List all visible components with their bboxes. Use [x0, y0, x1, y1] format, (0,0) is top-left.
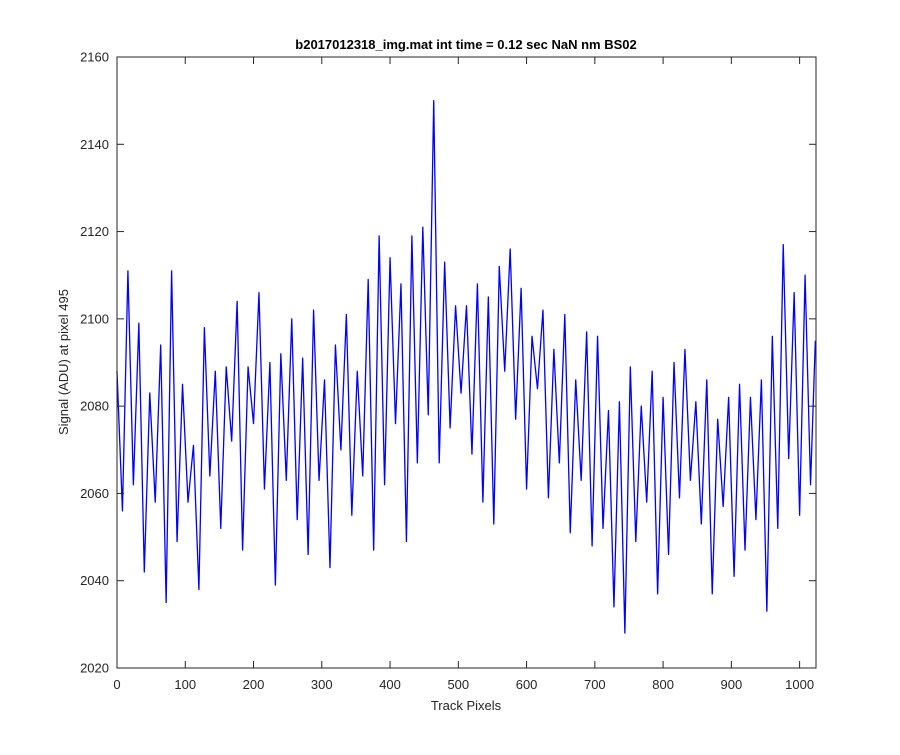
x-tick-label: 400: [379, 677, 401, 692]
x-axis: 0 100 200 300 400 500 600 700 800 900 1000: [113, 57, 814, 692]
series-line: [116, 99, 816, 634]
x-tick-label: 900: [721, 677, 743, 692]
x-tick-label: 1000: [785, 677, 814, 692]
chart-title: b2017012318_img.mat int time = 0.12 sec …: [295, 37, 636, 52]
y-tick-label: 2060: [80, 486, 109, 501]
y-tick-label: 2040: [80, 573, 109, 588]
x-tick-label: 0: [113, 677, 120, 692]
x-axis-title: Track Pixels: [431, 698, 502, 713]
y-tick-label: 2140: [80, 137, 109, 152]
x-tick-label: 600: [516, 677, 538, 692]
x-tick-label: 700: [584, 677, 606, 692]
y-tick-label: 2020: [80, 661, 109, 676]
series-layer: [116, 99, 816, 634]
x-tick-label: 800: [652, 677, 674, 692]
x-tick-label: 200: [243, 677, 265, 692]
x-tick-label: 300: [311, 677, 333, 692]
plot-area: [117, 57, 816, 668]
plot-frame: [116, 56, 817, 669]
y-tick-label: 2120: [80, 224, 109, 239]
y-tick-label: 2080: [80, 399, 109, 414]
y-axis: 2020 2040 2060 2080 2100 2120 2140 2160: [80, 50, 816, 676]
x-tick-label: 100: [174, 677, 196, 692]
x-tick-label: 500: [447, 677, 469, 692]
y-tick-label: 2100: [80, 311, 109, 326]
y-axis-title: Signal (ADU) at pixel 495: [56, 289, 71, 435]
y-tick-label: 2160: [80, 50, 109, 65]
